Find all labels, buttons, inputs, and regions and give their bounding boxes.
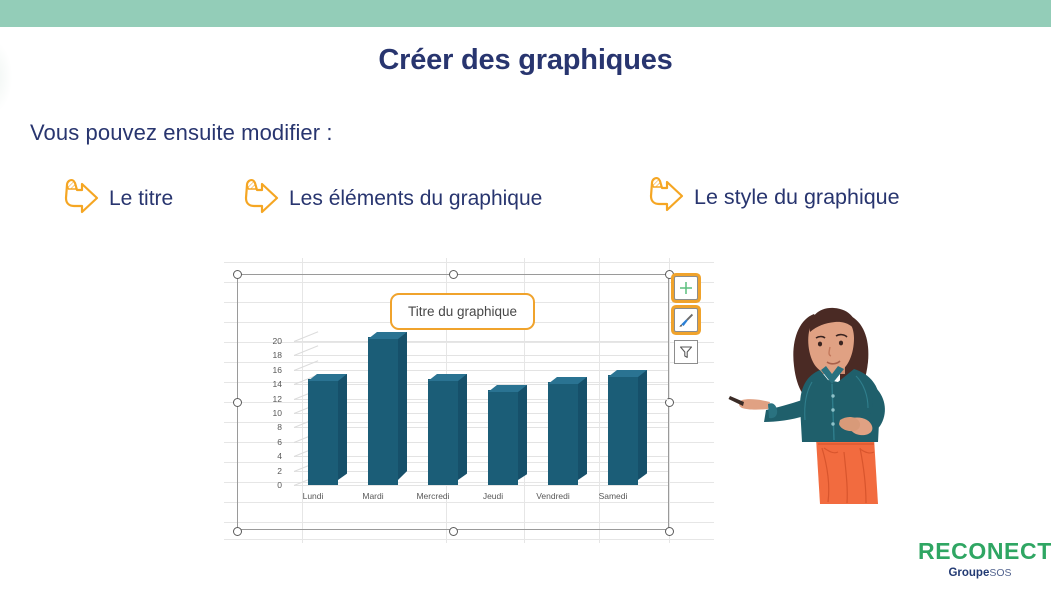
y-tick-label: 4 (277, 451, 282, 462)
top-green-band (0, 0, 1051, 27)
bullet-label-3: Le style du graphique (694, 184, 900, 209)
resize-handle-bottom-left[interactable] (233, 527, 242, 536)
bullet-item-3: Le style du graphique (647, 174, 900, 220)
y-tick-label: 20 (272, 336, 282, 346)
page-title: Créer des graphiques (378, 44, 673, 76)
resize-handle-top-right[interactable] (665, 270, 674, 279)
woman-pointing-illustration (728, 292, 923, 514)
y-tick-label: 6 (277, 436, 282, 447)
resize-handle-top-left[interactable] (233, 270, 242, 279)
chart-plot-area: 20 18 16 14 12 10 8 6 4 2 0 (250, 331, 668, 513)
hand-point-right-icon (647, 174, 685, 220)
y-tick-label: 2 (277, 465, 282, 476)
y-tick-label: 14 (272, 379, 282, 390)
x-tick-label: Mardi (362, 491, 384, 501)
paintbrush-icon (678, 312, 694, 328)
logo: RECONECT GroupeSOS (918, 538, 1051, 580)
chart-title[interactable]: Titre du graphique (390, 293, 535, 330)
resize-handle-bottom-right[interactable] (665, 527, 674, 536)
bullet-label-1: Le titre (109, 187, 174, 210)
chart-styles-button[interactable] (674, 308, 698, 332)
bullet-label-2: Les éléments du graphique (289, 187, 543, 210)
subtitle-text: Vous pouvez ensuite modifier : (30, 120, 333, 145)
bullet-item-1: Le titre (62, 176, 173, 222)
logo-sos-text: SOS (989, 567, 1012, 579)
hand-point-right-icon (242, 176, 280, 222)
y-tick-label: 16 (272, 364, 282, 375)
x-tick-label: Samedi (598, 491, 628, 501)
decorative-left-shape (0, 42, 12, 112)
spreadsheet-area: Titre du graphique (224, 258, 714, 543)
y-tick-label: 0 (277, 480, 282, 490)
bullet-list: Le titre Les éléments du graphique (62, 174, 1022, 228)
y-tick-label: 18 (272, 350, 282, 361)
logo-groupe-text: Groupe (948, 567, 990, 579)
x-tick-label: Mercredi (416, 491, 450, 501)
chart-side-buttons (674, 276, 702, 372)
resize-handle-top-center[interactable] (449, 270, 458, 279)
hand-point-right-icon (62, 176, 100, 222)
plus-icon (679, 281, 693, 295)
x-tick-label: Lundi (302, 491, 324, 501)
x-tick-label: Vendredi (536, 491, 570, 501)
y-tick-label: 8 (277, 422, 282, 433)
logo-reconect-text: RECONECT (918, 538, 1051, 564)
y-tick-label: 10 (272, 408, 282, 418)
funnel-icon (679, 345, 693, 359)
y-tick-label: 12 (272, 393, 282, 404)
chart-object[interactable]: Titre du graphique (233, 270, 674, 536)
resize-handle-bottom-center[interactable] (449, 527, 458, 536)
chart-bars (298, 332, 654, 485)
chart-elements-button[interactable] (674, 276, 698, 300)
x-tick-label: Jeudi (482, 491, 504, 501)
resize-handle-middle-right[interactable] (665, 398, 674, 407)
bullet-item-2: Les éléments du graphique (242, 176, 542, 222)
resize-handle-middle-left[interactable] (233, 398, 242, 407)
logo-groupe-sos: GroupeSOS (918, 567, 1042, 580)
chart-filters-button[interactable] (674, 340, 698, 364)
